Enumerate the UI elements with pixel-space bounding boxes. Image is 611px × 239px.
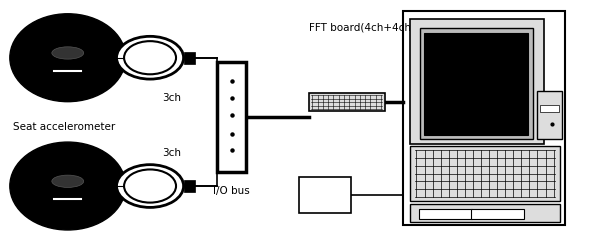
FancyBboxPatch shape — [217, 62, 246, 172]
Ellipse shape — [52, 47, 84, 59]
Text: Speed
sensor: Speed sensor — [307, 183, 342, 206]
Text: Seat accelerometer: Seat accelerometer — [13, 122, 115, 132]
FancyBboxPatch shape — [411, 18, 544, 144]
Text: FFT board(4ch+4ch): FFT board(4ch+4ch) — [309, 23, 414, 33]
Text: 3ch: 3ch — [163, 93, 181, 103]
FancyBboxPatch shape — [537, 91, 562, 139]
FancyBboxPatch shape — [540, 105, 559, 112]
Ellipse shape — [117, 165, 183, 207]
Text: I/O bus: I/O bus — [213, 186, 249, 196]
Ellipse shape — [124, 41, 176, 74]
Ellipse shape — [117, 36, 183, 79]
FancyBboxPatch shape — [471, 209, 524, 219]
FancyBboxPatch shape — [425, 33, 528, 135]
FancyBboxPatch shape — [183, 52, 194, 64]
FancyBboxPatch shape — [183, 180, 194, 192]
FancyBboxPatch shape — [309, 93, 385, 111]
FancyBboxPatch shape — [403, 11, 565, 225]
Ellipse shape — [124, 169, 176, 203]
FancyBboxPatch shape — [411, 204, 560, 222]
Ellipse shape — [10, 14, 126, 102]
Ellipse shape — [10, 142, 126, 230]
Text: 3ch: 3ch — [163, 148, 181, 158]
FancyBboxPatch shape — [420, 209, 472, 219]
Ellipse shape — [52, 175, 84, 187]
FancyBboxPatch shape — [420, 28, 533, 139]
FancyBboxPatch shape — [411, 146, 560, 201]
FancyBboxPatch shape — [299, 177, 351, 213]
